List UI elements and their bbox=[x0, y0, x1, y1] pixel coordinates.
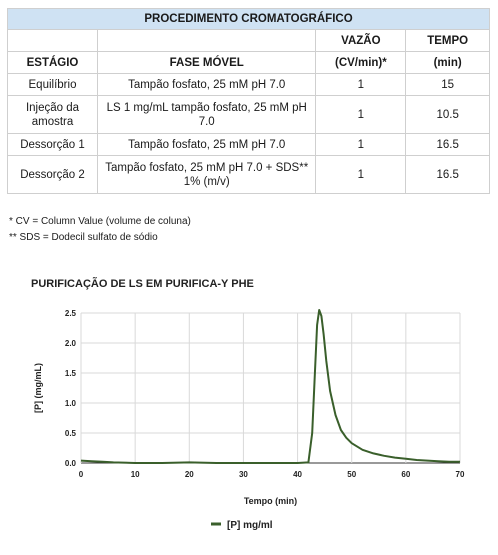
legend-label: [P] mg/ml bbox=[227, 520, 273, 531]
chromatographic-procedure-table: PROCEDIMENTO CROMATOGRÁFICO VAZÃO TEMPO … bbox=[7, 8, 490, 194]
y-tick-label: 1.5 bbox=[65, 369, 77, 378]
mobile-phase-cell: LS 1 mg/mL tampão fosfato, 25 mM pH 7.0 bbox=[96, 95, 317, 134]
x-tick-label: 0 bbox=[79, 470, 84, 479]
time-cell: 16.5 bbox=[405, 133, 490, 156]
mobile-phase-cell: Tampão fosfato, 25 mM pH 7.0 + SDS** 1% … bbox=[96, 155, 317, 194]
time-cell: 16.5 bbox=[405, 155, 490, 194]
x-tick-label: 50 bbox=[347, 470, 356, 479]
y-tick-label: 2.0 bbox=[65, 339, 77, 348]
table-header-row: ESTÁGIO FASE MÓVEL (CV/min)* (min) bbox=[7, 51, 490, 74]
y-tick-label: 1.0 bbox=[65, 399, 77, 408]
y-tick-label: 0.5 bbox=[65, 429, 77, 438]
mobile-phase-cell: Tampão fosfato, 25 mM pH 7.0 bbox=[96, 133, 317, 156]
table-footnotes: * CV = Column Value (volume de coluna) *… bbox=[9, 214, 191, 246]
table-title-row: PROCEDIMENTO CROMATOGRÁFICO bbox=[7, 8, 490, 30]
x-tick-label: 60 bbox=[401, 470, 410, 479]
header-time: TEMPO bbox=[405, 29, 490, 52]
series-line bbox=[80, 309, 460, 464]
table-row: Dessorção 2 Tampão fosfato, 25 mM pH 7.0… bbox=[7, 155, 490, 194]
flow-cell: 1 bbox=[315, 155, 407, 194]
table-row: Dessorção 1 Tampão fosfato, 25 mM pH 7.0… bbox=[7, 133, 490, 156]
y-tick-label: 2.5 bbox=[65, 309, 77, 318]
x-tick-label: 20 bbox=[185, 470, 194, 479]
time-cell: 10.5 bbox=[405, 95, 490, 134]
footnote-cv: * CV = Column Value (volume de coluna) bbox=[9, 216, 191, 227]
x-tick-label: 30 bbox=[239, 470, 248, 479]
x-tick-label: 40 bbox=[293, 470, 302, 479]
table-title: PROCEDIMENTO CROMATOGRÁFICO bbox=[7, 8, 490, 30]
table-row: Injeção da amostra LS 1 mg/mL tampão fos… bbox=[7, 95, 490, 134]
y-tick-label: 0.0 bbox=[65, 459, 77, 468]
x-tick-label: 10 bbox=[131, 470, 140, 479]
flow-cell: 1 bbox=[315, 95, 407, 134]
chart-title: PURIFICAÇÃO DE LS EM PURIFICA-Y PHE bbox=[31, 278, 254, 290]
stage-cell: Dessorção 2 bbox=[7, 155, 98, 194]
header-stage: ESTÁGIO bbox=[7, 51, 98, 74]
header-flow-unit: (CV/min)* bbox=[315, 51, 407, 74]
x-axis-title: Tempo (min) bbox=[244, 496, 297, 506]
y-axis-title: [P] (mg/mL) bbox=[33, 363, 43, 413]
footnote-sds: ** SDS = Dodecil sulfato de sódio bbox=[9, 232, 158, 243]
stage-cell: Injeção da amostra bbox=[7, 95, 98, 134]
x-tick-label: 70 bbox=[456, 470, 465, 479]
